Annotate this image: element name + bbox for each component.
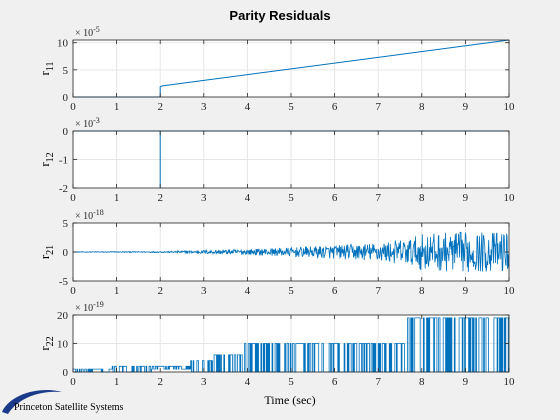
y-tick-label: -5 bbox=[59, 276, 69, 288]
y-axis-label: r21 bbox=[37, 245, 56, 259]
x-tick-label: 3 bbox=[201, 376, 207, 388]
x-tick-label: 6 bbox=[332, 192, 338, 204]
x-tick-label: 8 bbox=[419, 101, 425, 113]
x-tick-label: 2 bbox=[157, 192, 163, 204]
x-tick-label: 1 bbox=[114, 376, 120, 388]
x-tick-label: 10 bbox=[504, 192, 516, 204]
x-tick-label: 9 bbox=[463, 101, 469, 113]
x-tick-label: 5 bbox=[288, 285, 294, 297]
y-exponent-label: × 10-5 bbox=[75, 25, 100, 39]
y-axis-label: r11 bbox=[37, 62, 56, 76]
y-tick-label: 0 bbox=[63, 92, 69, 104]
logo-text: Princeton Satellite Systems bbox=[14, 402, 124, 413]
y-exponent-power: -18 bbox=[93, 208, 104, 217]
x-tick-label: 2 bbox=[157, 376, 163, 388]
y-axis-label-subscript: 12 bbox=[45, 152, 56, 162]
x-tick-label: 0 bbox=[70, 376, 76, 388]
y-axis-label-subscript: 21 bbox=[45, 245, 56, 255]
y-tick-label: 0 bbox=[63, 247, 69, 259]
x-tick-label: 2 bbox=[157, 101, 163, 113]
x-tick-label: 10 bbox=[504, 376, 516, 388]
x-tick-label: 5 bbox=[288, 192, 294, 204]
x-tick-label: 5 bbox=[288, 376, 294, 388]
x-tick-label: 1 bbox=[114, 192, 120, 204]
y-exponent-power: -5 bbox=[93, 25, 100, 34]
x-tick-label: 0 bbox=[70, 101, 76, 113]
x-tick-label: 0 bbox=[70, 285, 76, 297]
x-tick-label: 0 bbox=[70, 192, 76, 204]
x-tick-label: 10 bbox=[504, 285, 516, 297]
x-tick-label: 3 bbox=[201, 192, 207, 204]
y-exponent-label: × 10-3 bbox=[75, 116, 100, 130]
x-tick-label: 6 bbox=[332, 376, 338, 388]
x-tick-label: 7 bbox=[375, 101, 381, 113]
figure-title: Parity Residuals bbox=[229, 8, 330, 23]
plot-r11: 0 1 2 3 4 5 6 7 8 9 10 0 5 10 × 10-5 r11 bbox=[37, 25, 515, 113]
x-tick-label: 2 bbox=[157, 285, 163, 297]
y-exponent-power: -19 bbox=[93, 300, 104, 309]
y-exponent-label: × 10-18 bbox=[75, 208, 104, 222]
y-axis-label-subscript: 11 bbox=[45, 62, 56, 72]
logo: Princeton Satellite Systems bbox=[2, 390, 124, 414]
x-tick-label: 1 bbox=[114, 101, 120, 113]
y-tick-label: 10 bbox=[57, 38, 69, 50]
y-tick-label: -2 bbox=[59, 183, 68, 195]
series-group bbox=[73, 231, 509, 273]
x-tick-label: 4 bbox=[245, 101, 251, 113]
x-tick-label: 3 bbox=[201, 285, 207, 297]
x-tick-label: 6 bbox=[332, 101, 338, 113]
x-tick-label: 9 bbox=[463, 285, 469, 297]
y-axis-label-subscript: 22 bbox=[45, 336, 56, 346]
y-exponent-power: -3 bbox=[93, 116, 100, 125]
x-tick-label: 7 bbox=[375, 192, 381, 204]
series-line bbox=[73, 231, 509, 273]
y-axis-label: r22 bbox=[37, 336, 56, 350]
x-tick-label: 10 bbox=[504, 101, 516, 113]
y-tick-label: -1 bbox=[59, 155, 68, 167]
y-tick-label: 0 bbox=[63, 126, 69, 138]
logo-swoosh-icon bbox=[2, 390, 62, 414]
y-exponent-label: × 10-19 bbox=[75, 300, 104, 314]
y-tick-label: 5 bbox=[63, 218, 69, 230]
plot-r22: 0 1 2 3 4 5 6 7 8 9 10 20 10 0 × 10-19 r22 bbox=[37, 300, 515, 388]
x-tick-label: 7 bbox=[375, 285, 381, 297]
x-tick-label: 8 bbox=[419, 376, 425, 388]
x-tick-label: 8 bbox=[419, 192, 425, 204]
x-tick-label: 8 bbox=[419, 285, 425, 297]
y-axis-label: r12 bbox=[37, 152, 56, 166]
x-tick-label: 6 bbox=[332, 285, 338, 297]
x-tick-label: 5 bbox=[288, 101, 294, 113]
y-tick-label: 10 bbox=[57, 339, 69, 351]
y-tick-label: 0 bbox=[63, 367, 69, 379]
x-tick-label: 7 bbox=[375, 376, 381, 388]
x-tick-label: 4 bbox=[245, 285, 251, 297]
x-tick-label: 9 bbox=[463, 192, 469, 204]
x-axis-label: Time (sec) bbox=[264, 393, 315, 407]
y-tick-label: 5 bbox=[63, 65, 69, 77]
x-tick-label: 3 bbox=[201, 101, 207, 113]
x-tick-label: 4 bbox=[245, 376, 251, 388]
x-tick-label: 1 bbox=[114, 285, 120, 297]
y-tick-label: 20 bbox=[57, 310, 69, 322]
x-tick-label: 4 bbox=[245, 192, 251, 204]
x-tick-label: 9 bbox=[463, 376, 469, 388]
